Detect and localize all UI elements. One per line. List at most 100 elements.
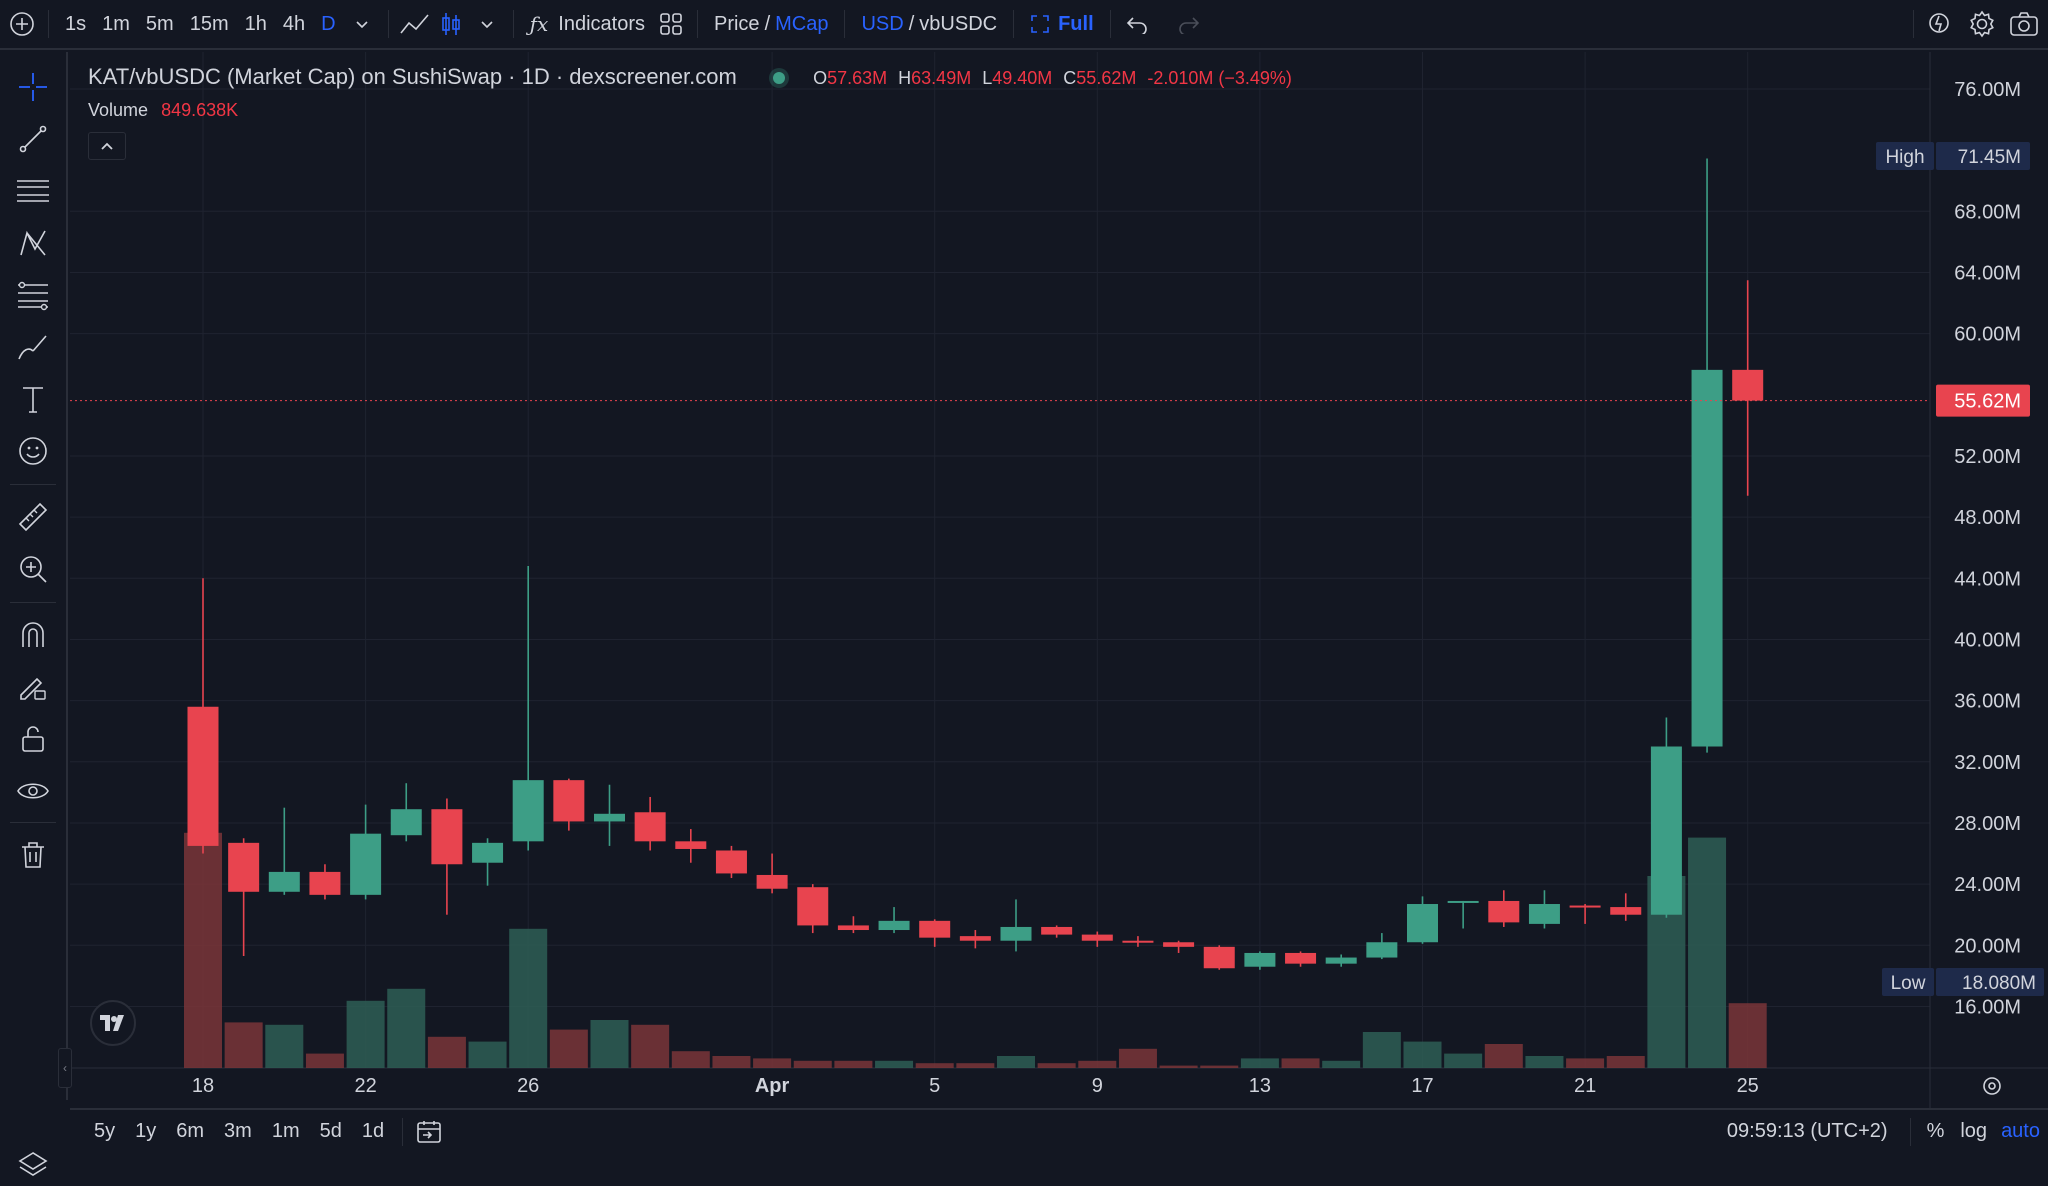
ruler-icon[interactable] xyxy=(10,496,56,538)
volume-bar xyxy=(509,928,548,1068)
candle-body xyxy=(594,813,625,822)
percent-toggle[interactable]: % xyxy=(1926,1120,1945,1142)
low-value: 49.40M xyxy=(992,68,1053,88)
volume-bar xyxy=(1281,1058,1320,1068)
pattern-icon[interactable] xyxy=(10,222,56,264)
candle-body xyxy=(1285,952,1317,964)
quick-search-icon[interactable] xyxy=(1922,4,1958,44)
volume-bar xyxy=(549,1029,588,1068)
time-tick-label: 18 xyxy=(192,1075,214,1097)
line-chart-icon[interactable] xyxy=(397,4,433,44)
toolbar-collapse-tab[interactable]: ‹ xyxy=(58,1048,72,1088)
lock-icon[interactable] xyxy=(10,718,56,760)
auto-toggle[interactable]: auto xyxy=(2001,1120,2040,1142)
candle-body xyxy=(1244,952,1276,967)
range-3m[interactable]: 3m xyxy=(224,1120,252,1142)
candle-body xyxy=(1325,957,1357,964)
price-tick-label: 28.00M xyxy=(1954,813,2021,835)
interval-1s[interactable]: 1s xyxy=(65,12,87,35)
layers-icon[interactable] xyxy=(10,1144,56,1186)
price-tick-label: 48.00M xyxy=(1954,507,2021,529)
candle-body xyxy=(187,706,219,846)
volume-bar xyxy=(305,1053,344,1068)
divider xyxy=(1909,1117,1911,1146)
candle-body xyxy=(1569,905,1601,908)
trend-line-icon[interactable] xyxy=(10,118,56,160)
candle-body xyxy=(1447,900,1479,903)
price-tick-label: 20.00M xyxy=(1954,935,2021,957)
candle-body xyxy=(837,925,869,931)
volume-bar xyxy=(265,1024,304,1068)
close-value: 55.62M xyxy=(1076,68,1137,88)
redo-icon[interactable] xyxy=(1171,4,1207,44)
candle-body xyxy=(431,809,463,865)
range-5y[interactable]: 5y xyxy=(94,1120,116,1142)
high-tag xyxy=(1876,142,1934,170)
range-5d[interactable]: 5d xyxy=(319,1120,342,1142)
time-tick-label: 17 xyxy=(1411,1075,1433,1097)
indicators-button[interactable]: ƒx Indicators xyxy=(522,4,653,44)
horizontal-lines-icon[interactable] xyxy=(10,170,56,212)
low-value-tag xyxy=(1936,968,2044,996)
drawing-toolbar xyxy=(0,52,68,1176)
stay-drawing-icon[interactable] xyxy=(10,666,56,708)
volume-bar xyxy=(631,1024,670,1068)
range-1d[interactable]: 1d xyxy=(361,1120,385,1142)
collapse-legend-button[interactable] xyxy=(88,132,126,160)
eye-icon[interactable] xyxy=(10,770,56,812)
magnet-icon[interactable] xyxy=(10,614,56,656)
divider xyxy=(844,10,846,38)
chevron-down-icon[interactable] xyxy=(469,4,505,44)
camera-icon[interactable] xyxy=(2006,4,2042,44)
price-mcap-toggle[interactable]: Price / MCap xyxy=(706,4,837,44)
log-toggle[interactable]: log xyxy=(1960,1120,1988,1142)
emoji-icon[interactable] xyxy=(10,430,56,472)
interval-1h[interactable]: 1h xyxy=(244,12,267,35)
layout-grid-icon[interactable] xyxy=(653,4,689,44)
interval-d[interactable]: D xyxy=(321,12,336,35)
candle-body xyxy=(1366,942,1398,958)
chevron-up-icon xyxy=(101,142,113,150)
text-tool-icon[interactable] xyxy=(10,378,56,420)
candles-icon[interactable] xyxy=(433,4,469,44)
volume-bars xyxy=(184,832,1767,1068)
interval-1m[interactable]: 1m xyxy=(102,12,130,35)
price-chart[interactable]: 16.00M 20.00M 24.00M 28.00M 32.00M 36.00M 40.0… xyxy=(70,52,2048,1108)
price-tick-label: 24.00M xyxy=(1954,874,2021,896)
trash-icon[interactable] xyxy=(10,834,56,876)
symbol-title[interactable]: KAT/vbUSDC (Market Cap) on SushiSwap · 1… xyxy=(88,64,737,89)
brush-icon[interactable] xyxy=(10,326,56,368)
divider xyxy=(1913,10,1914,38)
volume-bar xyxy=(793,1060,832,1068)
tradingview-logo[interactable] xyxy=(90,1000,136,1046)
time-axis[interactable]: 18 22 26 Apr 5 9 13 17 21 25 xyxy=(192,1075,2001,1097)
gear-icon[interactable] xyxy=(1964,4,2000,44)
price-axis[interactable]: 16.00M 20.00M 24.00M 28.00M 32.00M 36.00M 40.0… xyxy=(1876,79,2044,1019)
chevron-down-icon[interactable] xyxy=(344,4,380,44)
undo-icon[interactable] xyxy=(1119,4,1155,44)
range-6m[interactable]: 6m xyxy=(176,1120,205,1142)
full-label: Full xyxy=(1058,12,1094,35)
range-1y[interactable]: 1y xyxy=(135,1120,157,1142)
last-price-label: 55.62M xyxy=(1954,391,2021,413)
crosshair-icon[interactable] xyxy=(10,66,56,108)
currency-toggle[interactable]: USD / vbUSDC xyxy=(853,4,1005,44)
full-button[interactable]: Full xyxy=(1022,4,1102,44)
last-price-tag xyxy=(1936,384,2030,417)
time-tick-label: 22 xyxy=(354,1075,376,1097)
interval-4h[interactable]: 4h xyxy=(282,12,306,35)
add-symbol-icon[interactable] xyxy=(4,4,40,44)
axis-settings-icon[interactable] xyxy=(1983,1077,2001,1095)
candle-body xyxy=(634,812,666,842)
zoom-in-icon[interactable] xyxy=(10,548,56,590)
interval-15m[interactable]: 15m xyxy=(189,12,229,35)
volume-bar xyxy=(671,1051,710,1068)
candle-body xyxy=(1732,369,1764,401)
interval-5m[interactable]: 5m xyxy=(145,12,174,35)
fib-icon[interactable] xyxy=(10,274,56,316)
divider xyxy=(696,10,698,38)
volume-bar xyxy=(1525,1056,1564,1068)
calendar-icon[interactable] xyxy=(411,1112,447,1152)
clock-time[interactable]: 09:59:13 (UTC+2) xyxy=(1726,1120,1888,1142)
range-1m[interactable]: 1m xyxy=(271,1120,300,1142)
